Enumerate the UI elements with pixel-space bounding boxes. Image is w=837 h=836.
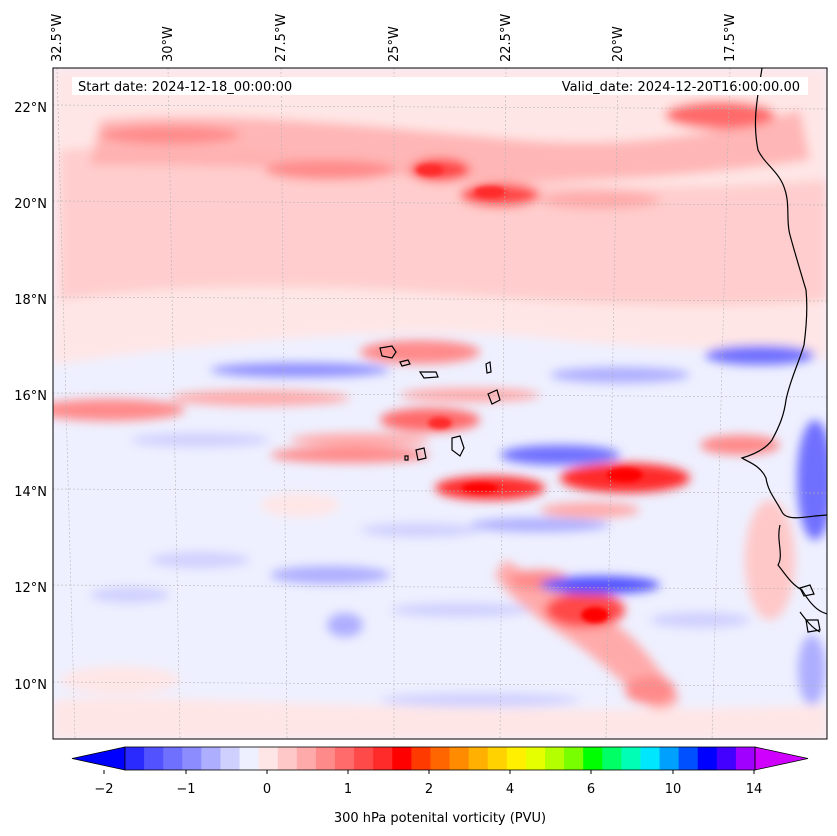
colorbar-tick-label: 10 bbox=[665, 782, 682, 797]
colorbar-tick-label: 4 bbox=[506, 782, 514, 797]
colorbar-swatch bbox=[430, 747, 451, 770]
longitude-labels: 32.5°W 30°W 27.5°W 25°W 22.5°W 20°W 17.5°W bbox=[50, 14, 738, 62]
latitude-labels: 22°N 20°N 18°N 16°N 14°N 12°N 10°N bbox=[14, 101, 47, 693]
colorbar-tick-label: 14 bbox=[746, 782, 763, 797]
lon-label: 32.5°W bbox=[50, 14, 65, 62]
coastline bbox=[379, 68, 827, 633]
lon-label: 17.5°W bbox=[723, 14, 738, 62]
colorbar-swatch bbox=[144, 747, 164, 770]
colorbar-label: 300 hPa potenital vorticity (PVU) bbox=[334, 811, 546, 826]
colorbar-swatch bbox=[621, 747, 641, 770]
colorbar-swatch bbox=[315, 747, 336, 770]
colorbar-swatch bbox=[525, 747, 546, 770]
colorbar-swatch bbox=[487, 747, 508, 770]
colorbar-tick-label: 6 bbox=[587, 782, 595, 797]
lon-label: 27.5°W bbox=[274, 14, 289, 62]
colorbar-swatch bbox=[716, 747, 737, 770]
map-panel: Start date: 2024-12-18_00:00:00 Valid_da… bbox=[53, 68, 827, 739]
island-boa-vista bbox=[487, 389, 501, 405]
pv-contours bbox=[53, 68, 827, 739]
lat-label: 12°N bbox=[14, 581, 47, 596]
colorbar-swatch bbox=[354, 747, 374, 770]
island-santo-antao bbox=[379, 345, 397, 359]
colorbar-tick-label: −2 bbox=[94, 782, 113, 797]
graticule bbox=[53, 68, 827, 739]
lon-label: 25°W bbox=[387, 26, 402, 62]
lat-label: 16°N bbox=[14, 389, 47, 404]
colorbar-swatch bbox=[735, 747, 756, 770]
colorbar-swatch bbox=[506, 747, 527, 770]
colorbar-swatch bbox=[258, 747, 279, 770]
lat-label: 20°N bbox=[14, 197, 47, 212]
colorbar-swatch bbox=[449, 747, 470, 770]
colorbar-swatch bbox=[392, 747, 412, 770]
date-banner bbox=[72, 77, 808, 95]
colorbar-swatch bbox=[697, 747, 718, 770]
colorbar-swatch bbox=[583, 747, 603, 770]
colorbar-swatch bbox=[220, 747, 241, 770]
lat-label: 10°N bbox=[14, 678, 47, 693]
colorbar-tick-label: 1 bbox=[344, 782, 352, 797]
colorbar-extend-low bbox=[71, 746, 126, 771]
colorbar-swatch bbox=[602, 747, 622, 770]
colorbar-swatch bbox=[335, 747, 355, 770]
lon-label: 20°W bbox=[611, 26, 626, 62]
colorbar-swatch bbox=[163, 747, 183, 770]
west-africa-coast bbox=[740, 68, 827, 519]
colorbar-swatch bbox=[373, 747, 393, 770]
start-date-label: Start date: 2024-12-18_00:00:00 bbox=[78, 80, 292, 95]
lat-label: 22°N bbox=[14, 101, 47, 116]
colorbar-swatch bbox=[468, 747, 489, 770]
colorbar-extend-high bbox=[754, 746, 809, 771]
colorbar-tick-label: 0 bbox=[263, 782, 271, 797]
lon-label: 30°W bbox=[161, 26, 176, 62]
lat-label: 14°N bbox=[14, 485, 47, 500]
map-frame bbox=[52, 67, 828, 740]
colorbar-tick-label: 2 bbox=[425, 782, 433, 797]
colorbar-swatch bbox=[239, 747, 260, 770]
colorbar-swatch bbox=[296, 747, 317, 770]
island-santiago bbox=[451, 435, 465, 457]
colorbar-swatch bbox=[125, 747, 145, 770]
lon-label: 22.5°W bbox=[499, 14, 514, 62]
colorbar-swatch bbox=[659, 747, 680, 770]
colorbar-swatch bbox=[640, 747, 661, 770]
valid-date-label: Valid_date: 2024-12-20T16:00:00.00 bbox=[562, 80, 800, 95]
lat-label: 18°N bbox=[14, 293, 47, 308]
colorbar-swatch bbox=[545, 747, 565, 770]
colorbar-swatch bbox=[201, 747, 221, 770]
colorbar-tick-label: −1 bbox=[176, 782, 195, 797]
colorbar-swatch bbox=[564, 747, 584, 770]
colorbar: −2 −1 0 1 2 4 6 10 14 bbox=[71, 746, 809, 797]
colorbar-swatch bbox=[277, 747, 298, 770]
colorbar-swatch bbox=[678, 747, 699, 770]
colorbar-swatch bbox=[182, 747, 202, 770]
colorbar-swatch bbox=[411, 747, 431, 770]
